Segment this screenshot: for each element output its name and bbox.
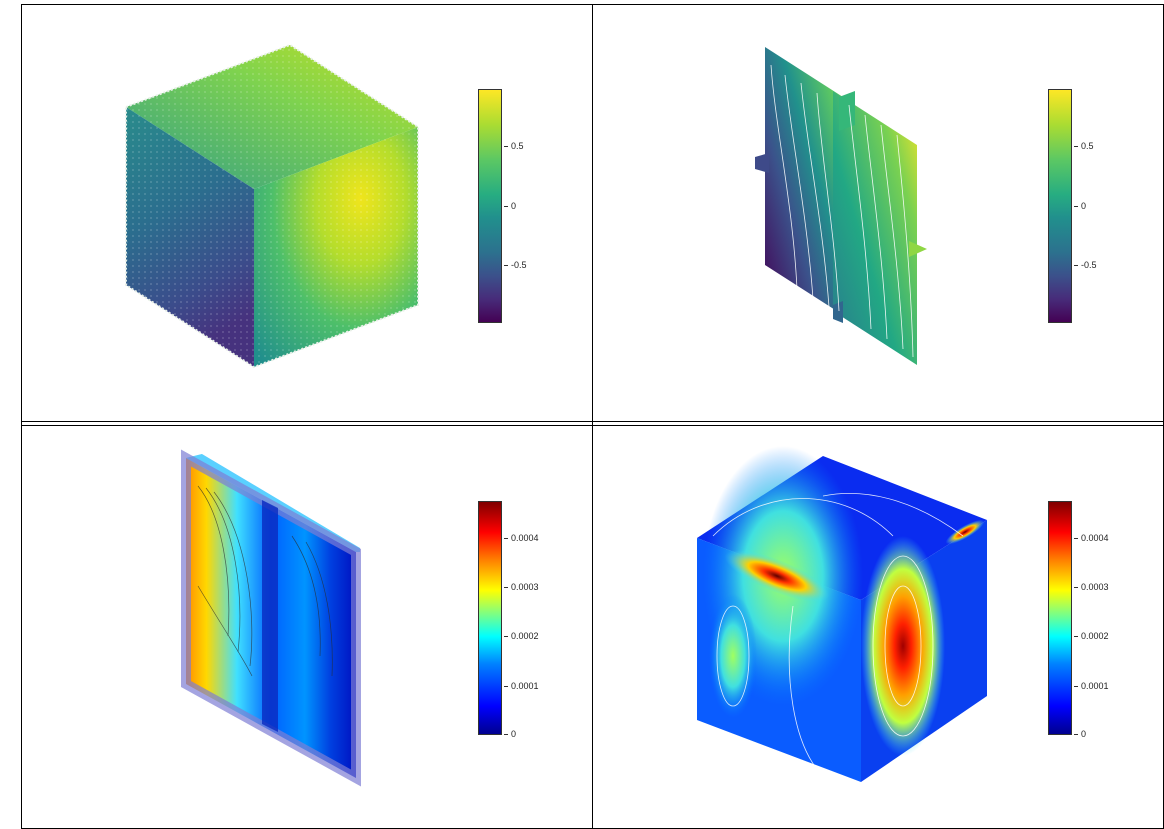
colorbar-tick: 0.0003 [1074,582,1109,592]
slice-sheet-left [765,47,843,315]
contour-lines [770,64,914,358]
colorbar-tick: 0 [1073,201,1087,211]
slab-ridge [262,500,278,732]
colorbar-tick: 0 [503,729,517,739]
hotspot [724,550,830,602]
colorbar-tick: 0.5 [1074,141,1094,151]
slab-plot-jet [181,449,361,787]
colorbar-tick: 0.0001 [1074,681,1109,691]
slice-fin [755,153,769,173]
colorbar-tick: 0.0004 [504,533,539,543]
panel-bottom-left: 0.0004 0.0003 0.0002 0.0001 0 [22,426,592,829]
slice-plot-viridis [755,47,927,365]
slab-border [181,449,361,787]
slice-sheet-right [833,91,917,365]
colorbar-tick: 0.5 [504,141,524,151]
colorbar-tick: -0.5 [1074,260,1097,270]
colorbar-bottom-left [478,501,502,735]
hotspot [861,536,945,756]
hotspot [709,594,757,718]
horizontal-divider [21,421,1164,422]
colorbar-tick: 0.0002 [1074,631,1109,641]
colorbar-tick: 0 [503,201,517,211]
cube-plot-jet [697,446,987,782]
colorbar-tick: 0.0003 [504,582,539,592]
panel-bottom-right: 0.0004 0.0003 0.0002 0.0001 0 [593,426,1163,829]
panel-top-left: 0.5 0 -0.5 [22,5,592,421]
contour-lines [712,493,964,777]
colorbar-top-left [478,89,502,323]
colorbar-tick: 0.0004 [1074,533,1109,543]
colorbar-tick: 0 [1073,729,1087,739]
vertical-divider [592,4,593,829]
colorbar-top-right [1048,89,1072,323]
colorbar-tick: -0.5 [504,260,527,270]
slice-fin [909,241,927,257]
colorbar-tick: 0.0001 [504,681,539,691]
hotspot [945,519,985,545]
colorbar-bottom-right [1048,501,1072,735]
panel-top-right: 0.5 0 -0.5 [593,5,1163,421]
slice-fin [833,301,843,323]
colorbar-tick: 0.0002 [504,631,539,641]
horizontal-divider-2 [21,425,1164,426]
contour-lines [197,485,333,677]
cube-plot-viridis [125,43,419,369]
slice-fin [839,91,855,131]
